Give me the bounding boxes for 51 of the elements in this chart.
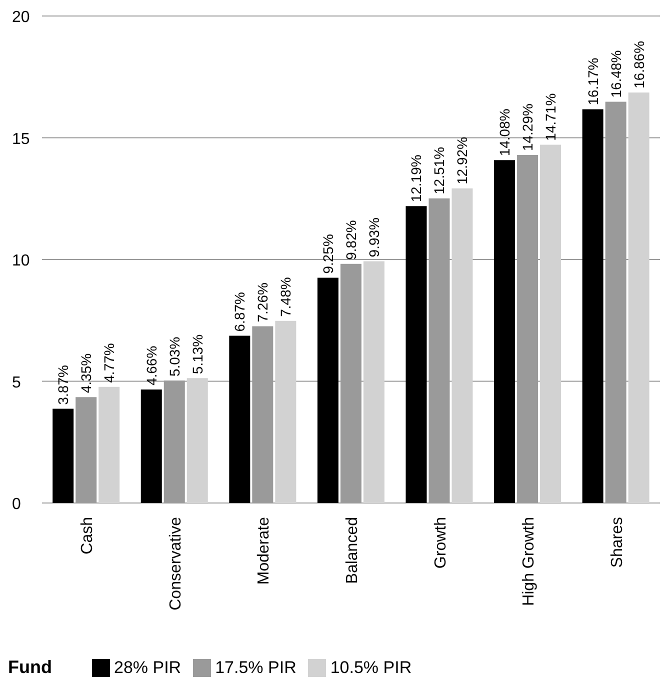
- legend-title: Fund: [8, 657, 52, 678]
- bar: [275, 320, 296, 503]
- data-label: 7.48%: [278, 277, 294, 317]
- y-tick-label: 0: [12, 496, 21, 513]
- x-tick-label: Balanced: [344, 517, 361, 584]
- legend-label: 28% PIR: [114, 658, 182, 678]
- data-label: 12.19%: [408, 154, 424, 202]
- legend-label: 10.5% PIR: [330, 658, 412, 678]
- bar: [540, 144, 562, 503]
- data-label: 4.77%: [101, 343, 118, 383]
- x-tick-label: Growth: [432, 517, 450, 569]
- data-label: 4.66%: [143, 346, 160, 386]
- bar: [363, 261, 384, 503]
- bar: [140, 390, 162, 503]
- data-label: 16.17%: [584, 58, 601, 106]
- bar: [52, 408, 74, 503]
- x-tick-label: Moderate: [256, 516, 273, 585]
- data-label: 6.87%: [232, 292, 248, 332]
- x-tick-label: Conservative: [167, 516, 184, 610]
- data-label: 5.03%: [166, 336, 182, 377]
- y-tick-label: 10: [12, 252, 30, 270]
- bar: [582, 109, 604, 503]
- data-label: 16.86%: [630, 40, 647, 88]
- data-label: 14.71%: [542, 93, 559, 141]
- data-label: 9.25%: [320, 234, 336, 274]
- bar: [98, 386, 120, 503]
- y-tick-label: 15: [12, 130, 30, 148]
- x-tick-label: Shares: [608, 517, 626, 568]
- data-label: 16.48%: [608, 50, 624, 98]
- y-tick-label: 20: [12, 9, 30, 26]
- data-label: 14.08%: [496, 108, 513, 156]
- x-tick-label: Cash: [79, 517, 96, 554]
- bar: [452, 188, 473, 503]
- data-label: 12.92%: [454, 136, 470, 184]
- data-label: 7.26%: [254, 282, 271, 322]
- legend-label: 17.5% PIR: [215, 658, 296, 678]
- data-label: 12.51%: [431, 146, 448, 194]
- data-label: 9.93%: [366, 218, 382, 258]
- bar: [406, 206, 427, 503]
- data-label: 14.29%: [520, 104, 536, 152]
- bar: [186, 378, 208, 503]
- data-label: 9.82%: [342, 220, 359, 260]
- bar: [494, 160, 516, 503]
- bar: [229, 336, 250, 503]
- data-label: 5.13%: [189, 334, 206, 374]
- data-label: 4.35%: [78, 353, 94, 394]
- bar: [628, 92, 650, 503]
- x-tick-label: High Growth: [520, 517, 538, 606]
- data-label: 3.87%: [55, 365, 72, 405]
- bar: [317, 278, 338, 503]
- y-tick-label: 5: [12, 374, 21, 392]
